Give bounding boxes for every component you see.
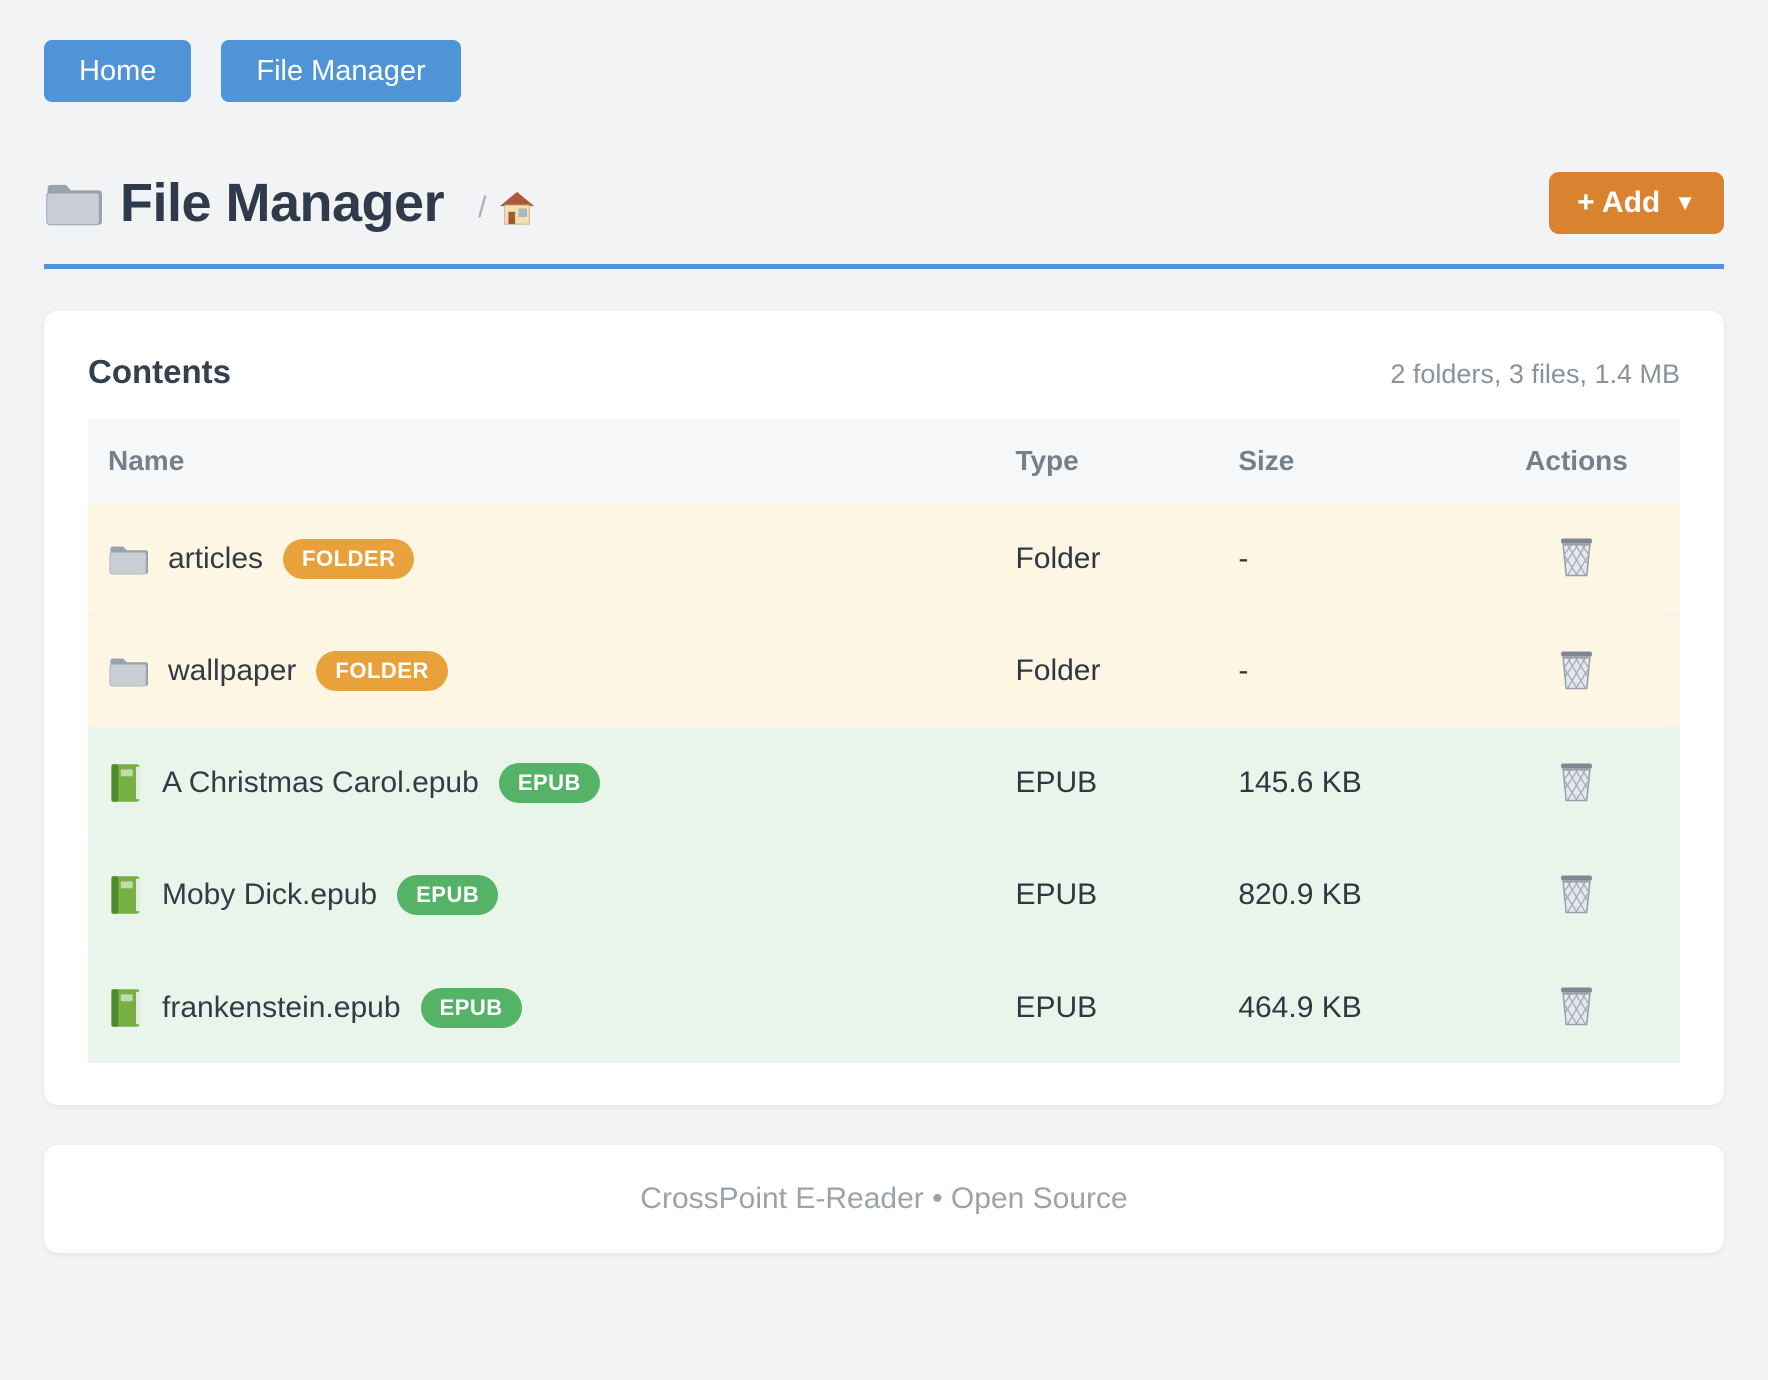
title-divider: [44, 264, 1724, 269]
breadcrumb-separator: /: [478, 191, 487, 224]
actions-cell: [1473, 615, 1680, 727]
contents-title: Contents: [88, 353, 231, 390]
table-row: Moby Dick.epub EPUB EPUB 820.9 KB: [88, 839, 1680, 951]
actions-cell: [1473, 727, 1680, 839]
wastebasket-icon: [1561, 651, 1592, 689]
breadcrumb: /: [478, 189, 536, 227]
delete-button[interactable]: [1552, 755, 1601, 812]
file-name[interactable]: frankenstein.epub: [162, 990, 401, 1024]
file-table: Name Type Size Actions ar: [88, 419, 1680, 1063]
contents-card: Contents 2 folders, 3 files, 1.4 MB Name…: [44, 311, 1724, 1105]
type-cell: EPUB: [1015, 878, 1098, 911]
size-cell: -: [1238, 654, 1249, 687]
green-book-icon: [111, 876, 140, 914]
column-header-actions: Actions: [1525, 445, 1628, 476]
column-header-size: Size: [1238, 445, 1295, 476]
delete-button[interactable]: [1552, 867, 1601, 924]
table-body: articles FOLDER Folder -: [88, 503, 1680, 1063]
contents-summary: 2 folders, 3 files, 1.4 MB: [1390, 359, 1680, 389]
wastebasket-icon: [1561, 763, 1592, 801]
name-cell: articles FOLDER: [88, 503, 995, 615]
file-manager-button[interactable]: File Manager: [221, 40, 461, 102]
folder-icon: [46, 184, 102, 226]
table-row: frankenstein.epub EPUB EPUB 464.9 KB: [88, 951, 1680, 1063]
file-name[interactable]: Moby Dick.epub: [162, 878, 378, 911]
type-badge: EPUB: [397, 875, 499, 915]
title-wrap: File Manager /: [44, 172, 536, 234]
footer-text: CrossPoint E-Reader • Open Source: [640, 1182, 1128, 1215]
page-header: File Manager / + Add ▼: [44, 172, 1724, 234]
home-icon[interactable]: [498, 189, 536, 227]
chevron-down-icon: ▼: [1674, 190, 1696, 215]
size-cell: 820.9 KB: [1238, 878, 1362, 911]
home-button[interactable]: Home: [44, 40, 192, 102]
column-header-name: Name: [108, 445, 185, 476]
type-cell: Folder: [1015, 654, 1101, 687]
column-header-type: Type: [1015, 445, 1079, 476]
file-name[interactable]: A Christmas Carol.epub: [162, 766, 479, 799]
contents-card-header: Contents 2 folders, 3 files, 1.4 MB: [88, 353, 1680, 391]
folder-icon: [109, 658, 148, 687]
page-title: File Manager: [120, 173, 445, 233]
name-cell: A Christmas Carol.epub EPUB: [88, 727, 995, 839]
wastebasket-icon: [1561, 987, 1592, 1026]
type-cell: EPUB: [1015, 990, 1098, 1024]
type-badge: FOLDER: [283, 538, 415, 579]
delete-button[interactable]: [1552, 530, 1601, 587]
add-button[interactable]: + Add ▼: [1549, 172, 1724, 234]
actions-cell: [1473, 839, 1680, 951]
name-cell: Moby Dick.epub EPUB: [88, 839, 995, 951]
size-cell: -: [1238, 541, 1249, 575]
wastebasket-icon: [1561, 875, 1592, 913]
type-badge: FOLDER: [316, 651, 448, 691]
actions-cell: [1473, 503, 1680, 615]
file-name[interactable]: wallpaper: [168, 654, 297, 687]
table-row: wallpaper FOLDER Folder -: [88, 615, 1680, 727]
delete-button[interactable]: [1552, 643, 1601, 700]
table-header: Name Type Size Actions: [88, 419, 1680, 503]
type-badge: EPUB: [420, 987, 522, 1028]
size-cell: 464.9 KB: [1238, 990, 1362, 1024]
name-cell: wallpaper FOLDER: [88, 615, 995, 727]
type-cell: EPUB: [1015, 766, 1098, 799]
add-button-label: + Add: [1577, 186, 1661, 219]
footer: CrossPoint E-Reader • Open Source: [44, 1145, 1724, 1253]
type-cell: Folder: [1015, 541, 1101, 575]
wastebasket-icon: [1561, 538, 1592, 577]
table-row: articles FOLDER Folder -: [88, 503, 1680, 615]
type-badge: EPUB: [498, 763, 600, 803]
table-row: A Christmas Carol.epub EPUB EPUB 145.6 K…: [88, 727, 1680, 839]
green-book-icon: [111, 764, 140, 802]
file-name[interactable]: articles: [168, 541, 264, 575]
name-cell: frankenstein.epub EPUB: [88, 951, 995, 1063]
size-cell: 145.6 KB: [1238, 766, 1362, 799]
actions-cell: [1473, 951, 1680, 1063]
page: Home File Manager File Manager / + Add ▼: [44, 40, 1724, 1253]
folder-icon: [109, 546, 148, 574]
top-nav: Home File Manager: [44, 40, 1724, 102]
green-book-icon: [111, 988, 140, 1027]
delete-button[interactable]: [1552, 979, 1601, 1036]
